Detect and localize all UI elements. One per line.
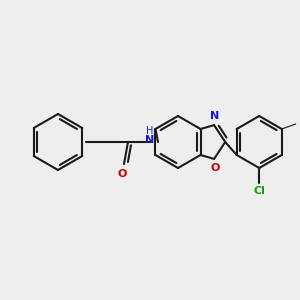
Text: O: O: [210, 163, 220, 173]
Text: O: O: [117, 169, 127, 179]
Text: Cl: Cl: [253, 186, 265, 196]
Text: N: N: [146, 135, 154, 145]
Text: H: H: [146, 126, 154, 136]
Text: N: N: [211, 111, 220, 121]
